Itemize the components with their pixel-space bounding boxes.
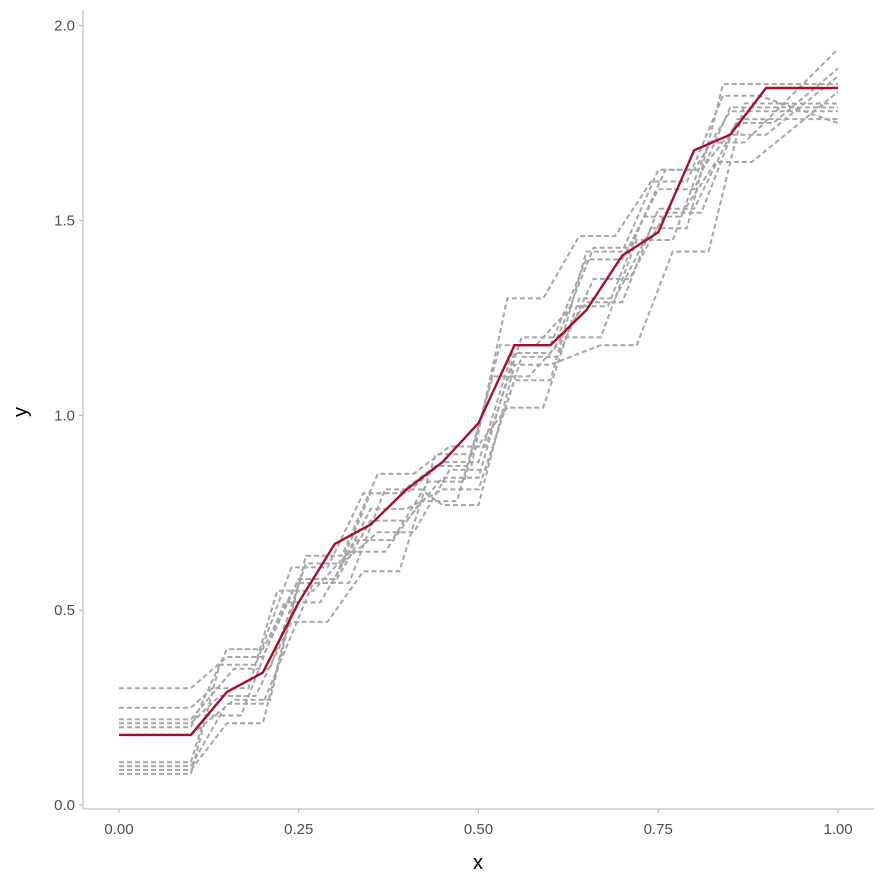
y-axis-title: y (10, 407, 32, 417)
sample-line-5 (119, 110, 838, 729)
x-tick-label: 0.75 (644, 821, 673, 838)
y-tick-label: 2.0 (54, 18, 75, 35)
mean-line (119, 86, 838, 737)
sample-line-4 (119, 83, 838, 725)
sample-line-3 (119, 118, 838, 721)
x-tick-label: 0.50 (464, 821, 493, 838)
sample-line-2 (119, 48, 839, 709)
sample-line-6 (119, 91, 839, 764)
y-tick-label: 0.5 (54, 602, 75, 619)
mean-line-group (119, 86, 838, 737)
x-axis-title: x (473, 852, 483, 874)
y-axis-ticks: 0.0 0.5 1.0 1.5 2.0 (54, 18, 83, 814)
sample-lines (119, 48, 839, 775)
sample-line-7 (119, 102, 838, 768)
y-tick-label: 0.0 (54, 797, 75, 814)
y-tick-label: 1.5 (54, 212, 75, 229)
x-tick-label: 0.25 (284, 821, 313, 838)
x-axis-ticks: 0.00 0.25 0.50 0.75 1.00 (104, 809, 853, 838)
sample-line-8 (119, 75, 839, 771)
sample-line-10 (119, 67, 839, 736)
sample-line-9 (119, 94, 839, 775)
x-tick-label: 1.00 (823, 821, 852, 838)
y-tick-label: 1.0 (54, 407, 75, 424)
sample-line-1 (119, 106, 838, 690)
x-tick-label: 0.00 (104, 821, 133, 838)
axes (82, 10, 874, 810)
